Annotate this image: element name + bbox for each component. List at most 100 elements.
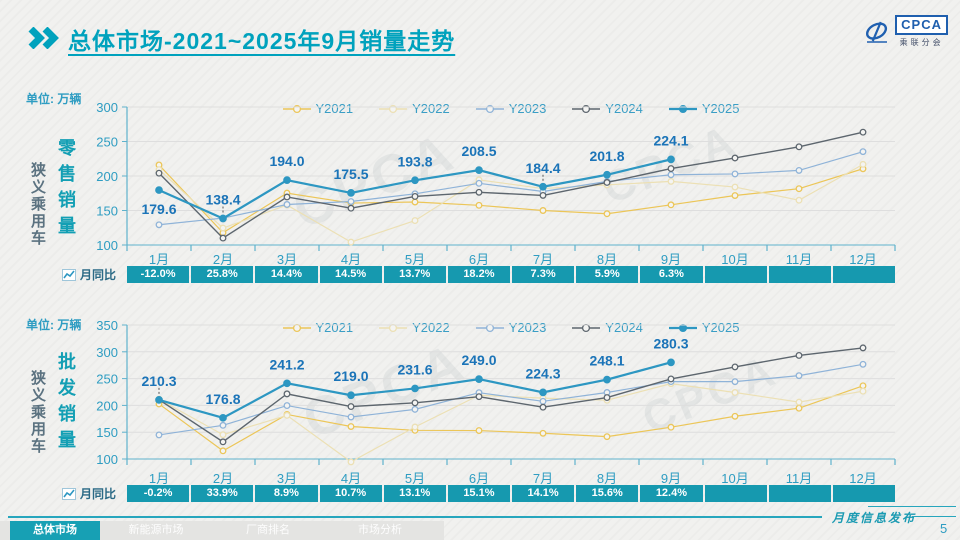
data-point-Y2023 — [539, 397, 547, 405]
yoy-cell: 33.9% — [191, 485, 254, 502]
data-point-Y2024 — [795, 143, 803, 151]
data-point-Y2023 — [475, 179, 483, 187]
data-point-Y2025 — [219, 214, 227, 223]
yoy-cell — [704, 266, 767, 283]
data-point-Y2024 — [731, 363, 739, 371]
legend-item-Y2021[interactable]: Y2021 — [282, 320, 353, 335]
month-label: 12月 — [849, 252, 877, 267]
data-point-Y2024 — [347, 204, 355, 212]
yoy-cell: 7.3% — [512, 266, 575, 283]
data-point-Y2024 — [795, 351, 803, 359]
data-label: 175.5 — [333, 166, 368, 182]
yoy-cell: 13.7% — [383, 266, 446, 283]
cpca-brand: CPCA — [895, 15, 948, 35]
data-point-Y2023 — [795, 166, 803, 174]
data-point-Y2025 — [539, 388, 547, 397]
legend-item-Y2025[interactable]: Y2025 — [668, 320, 739, 335]
month-label: 7月 — [532, 471, 554, 486]
data-point-Y2023 — [731, 170, 739, 178]
data-point-Y2025 — [603, 170, 611, 179]
measure-label-wholesale: 批发销量 — [56, 352, 76, 456]
data-point-Y2024 — [219, 438, 227, 446]
data-point-Y2023 — [283, 201, 291, 208]
data-point-Y2025 — [411, 176, 419, 185]
tab-4[interactable]: 市场分析 — [358, 524, 402, 536]
month-label: 8月 — [596, 471, 618, 486]
data-label: 179.6 — [141, 201, 176, 217]
publication-label: 月度信息发布 — [832, 511, 917, 525]
y-tick-label: 200 — [96, 398, 118, 413]
data-point-Y2024 — [283, 193, 291, 201]
data-point-Y2025 — [283, 176, 291, 184]
month-label: 10月 — [721, 471, 749, 486]
footer-rule-top — [868, 506, 956, 507]
series-line-Y2022 — [158, 163, 864, 243]
y-tick-label: 150 — [96, 425, 118, 440]
data-point-Y2021 — [539, 207, 547, 214]
data-point-Y2025 — [667, 358, 675, 367]
data-point-Y2023 — [859, 360, 867, 368]
legend-item-Y2021[interactable]: Y2021 — [282, 101, 353, 116]
month-label: 8月 — [596, 252, 618, 267]
data-point-Y2021 — [859, 382, 867, 390]
data-label: 219.0 — [333, 368, 368, 384]
tab-active-1[interactable]: 总体市场 — [10, 521, 100, 540]
data-point-Y2021 — [603, 210, 611, 218]
legend-item-Y2023[interactable]: Y2023 — [475, 320, 547, 335]
month-label: 1月 — [148, 252, 170, 267]
yoy-label-wholesale: 月同比 — [62, 485, 116, 502]
legend-text: Y2025 — [701, 101, 740, 116]
month-label: 9月 — [660, 252, 682, 267]
legend-item-Y2024[interactable]: Y2024 — [572, 320, 643, 335]
data-label: 249.0 — [461, 352, 496, 368]
legend-text: Y2022 — [412, 101, 450, 116]
data-point-Y2021 — [667, 201, 675, 209]
data-point-Y2024 — [859, 344, 867, 352]
data-point-Y2023 — [155, 221, 163, 229]
y-tick-label: 350 — [96, 318, 118, 333]
tab-2[interactable]: 新能源市场 — [128, 524, 184, 536]
month-label: 3月 — [276, 471, 298, 486]
unit-label-retail: 单位: 万辆 — [26, 92, 82, 106]
data-point-Y2024 — [667, 375, 675, 383]
data-point-Y2023 — [347, 413, 355, 421]
month-label: 6月 — [468, 471, 490, 486]
month-label: 1月 — [148, 471, 170, 486]
data-label: 201.8 — [589, 148, 624, 164]
data-point-Y2024 — [475, 188, 483, 196]
month-label: 5月 — [404, 252, 426, 267]
data-point-Y2024 — [667, 165, 675, 172]
chevron-icon — [28, 27, 59, 49]
tab-3[interactable]: 厂商排名 — [246, 524, 290, 536]
legend-text: Y2023 — [508, 320, 547, 335]
month-axis-retail: 1月 2月 3月 4月 5月 6月 7月 8月 9月 10月 11月 12月 — [127, 249, 895, 268]
data-point-Y2024 — [411, 399, 419, 407]
month-label: 4月 — [340, 252, 362, 267]
data-point-Y2022 — [731, 183, 739, 191]
legend-item-Y2022[interactable]: Y2022 — [379, 320, 450, 335]
category-label-wholesale: 狭义乘用车 — [29, 370, 46, 455]
data-label: 193.8 — [397, 153, 432, 169]
data-label: 231.6 — [397, 361, 432, 377]
month-label: 9月 — [660, 471, 682, 486]
yoy-cell: 14.4% — [255, 266, 318, 283]
series-line-Y2024 — [158, 131, 864, 239]
yoy-cell: 25.8% — [191, 266, 254, 283]
data-point-Y2024 — [539, 191, 547, 199]
y-tick-label: 200 — [96, 169, 118, 184]
yoy-cell: 12.4% — [640, 485, 703, 502]
yoy-cell — [768, 485, 831, 502]
data-point-Y2023 — [411, 405, 419, 413]
month-label: 2月 — [212, 252, 234, 267]
legend-item-Y2023[interactable]: Y2023 — [475, 101, 546, 116]
month-label: 5月 — [404, 471, 426, 486]
data-label: 194.0 — [269, 153, 304, 169]
cpca-swirl-icon — [866, 21, 888, 43]
data-point-Y2021 — [475, 201, 483, 209]
data-point-Y2025 — [667, 155, 675, 164]
yoy-label-retail: 月同比 — [62, 266, 116, 283]
month-label: 2月 — [212, 471, 234, 486]
data-point-Y2021 — [667, 423, 675, 431]
data-point-Y2025 — [539, 182, 547, 191]
data-point-Y2025 — [603, 375, 611, 384]
